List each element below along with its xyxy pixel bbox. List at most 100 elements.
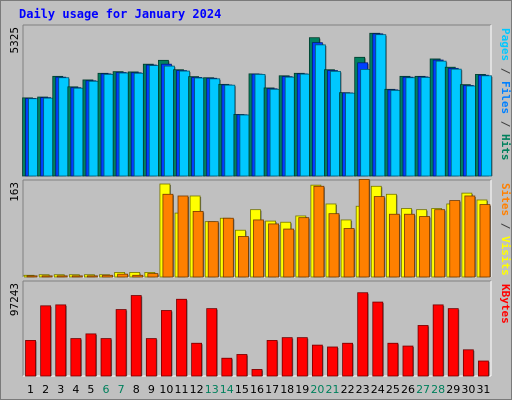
bar-pages-day-18 xyxy=(284,76,296,177)
bar-kbytes-day-17 xyxy=(266,340,278,377)
x-tick-label-day-10: 10 xyxy=(159,383,173,396)
series-label-part: / xyxy=(499,61,512,81)
bar-kbytes-day-10 xyxy=(161,310,172,377)
bar-kbytes-day-4 xyxy=(70,338,82,377)
bar-kbytes-day-31 xyxy=(478,360,489,377)
bar-pages-day-25 xyxy=(390,90,402,177)
series-label-kbytes: KBytes xyxy=(499,284,512,324)
bar-sites-day-4 xyxy=(71,275,83,278)
bar-sites-day-5 xyxy=(87,275,98,278)
bar-sites-day-18 xyxy=(283,228,295,278)
bar-sites-day-20 xyxy=(313,185,325,278)
bar-pages-day-29 xyxy=(450,68,462,177)
series-label-requests: Pages / Files / Hits xyxy=(499,28,512,161)
bar-pages-day-15 xyxy=(239,114,251,177)
x-tick-label-day-17: 17 xyxy=(265,383,279,396)
series-label-part: Visits xyxy=(499,236,512,276)
bar-pages-day-20 xyxy=(314,44,326,177)
bar-pages-day-10 xyxy=(164,65,175,177)
y-max-label-kbytes: 97243 xyxy=(8,283,21,316)
bar-pages-day-31 xyxy=(481,75,492,177)
x-tick-label-day-8: 8 xyxy=(133,383,140,396)
bar-sites-day-21 xyxy=(328,213,340,278)
bar-pages-day-1 xyxy=(28,98,39,177)
bar-pages-day-27 xyxy=(420,77,432,177)
bar-pages-day-5 xyxy=(88,80,100,177)
bar-kbytes-day-15 xyxy=(236,354,248,377)
x-tick-label-day-26: 26 xyxy=(401,383,415,396)
bar-sites-day-15 xyxy=(238,236,249,278)
bar-sites-day-27 xyxy=(419,216,430,278)
bar-pages-day-24 xyxy=(375,34,387,177)
x-tick-label-day-14: 14 xyxy=(220,383,234,396)
bar-pages-day-14 xyxy=(224,84,236,177)
x-tick-label-day-13: 13 xyxy=(205,383,219,396)
bar-pages-day-9 xyxy=(148,65,160,177)
bar-pages-day-17 xyxy=(269,88,281,177)
bar-sites-day-9 xyxy=(147,273,159,278)
x-tick-label-day-15: 15 xyxy=(235,383,249,396)
x-tick-label-day-21: 21 xyxy=(325,383,339,396)
bar-sites-day-10 xyxy=(162,193,174,278)
bar-pages-day-28 xyxy=(435,60,447,177)
bar-pages-day-7 xyxy=(118,72,130,177)
bar-kbytes-day-13 xyxy=(206,308,218,377)
series-label-part: Sites xyxy=(499,183,512,216)
x-tick-label-day-3: 3 xyxy=(57,383,64,396)
bar-kbytes-day-21 xyxy=(327,346,338,377)
series-label-part: Files xyxy=(499,81,512,114)
bar-kbytes-day-8 xyxy=(130,295,142,377)
x-tick-label-day-19: 19 xyxy=(295,383,309,396)
bar-pages-day-6 xyxy=(103,74,115,177)
bar-kbytes-day-30 xyxy=(462,349,474,377)
bar-kbytes-day-5 xyxy=(85,333,97,377)
bar-sites-day-19 xyxy=(298,217,310,278)
bar-kbytes-day-29 xyxy=(447,308,459,377)
series-label-part: KBytes xyxy=(499,284,512,324)
x-tick-label-day-28: 28 xyxy=(431,383,445,396)
x-tick-label-day-2: 2 xyxy=(42,383,49,396)
bar-kbytes-day-19 xyxy=(296,337,308,377)
y-max-label-visits: 163 xyxy=(8,182,21,202)
bar-sites-day-11 xyxy=(177,195,189,278)
bar-pages-day-11 xyxy=(179,70,190,177)
series-label-part: Hits xyxy=(499,134,512,161)
bar-sites-day-26 xyxy=(404,213,415,278)
bar-sites-day-30 xyxy=(464,195,476,278)
bar-sites-day-25 xyxy=(388,213,400,278)
bar-sites-day-12 xyxy=(192,210,204,278)
x-tick-label-day-6: 6 xyxy=(103,383,110,396)
x-tick-label-day-23: 23 xyxy=(356,383,370,396)
bar-sites-day-17 xyxy=(268,223,279,278)
bar-pages-day-12 xyxy=(194,77,206,177)
bar-kbytes-day-11 xyxy=(176,298,187,377)
bar-kbytes-day-25 xyxy=(387,342,399,377)
bar-kbytes-day-2 xyxy=(40,305,52,377)
series-label-part: Pages xyxy=(499,28,512,61)
chart-title: Daily usage for January 2024 xyxy=(19,7,222,21)
bar-pages-day-16 xyxy=(254,74,266,177)
bar-kbytes-day-3 xyxy=(55,304,67,377)
bar-sites-day-3 xyxy=(56,275,68,278)
bar-pages-day-21 xyxy=(330,70,341,177)
bar-pages-day-2 xyxy=(43,97,55,177)
bar-kbytes-day-26 xyxy=(402,345,414,377)
x-tick-label-day-31: 31 xyxy=(476,383,490,396)
x-tick-label-day-27: 27 xyxy=(416,383,430,396)
bar-pages-day-3 xyxy=(58,77,70,177)
bar-kbytes-day-22 xyxy=(342,342,353,377)
x-tick-label-day-1: 1 xyxy=(27,383,34,396)
bar-sites-day-23 xyxy=(358,179,370,278)
bar-pages-day-13 xyxy=(209,78,221,177)
x-tick-label-day-16: 16 xyxy=(250,383,264,396)
x-tick-label-day-25: 25 xyxy=(386,383,400,396)
bar-sites-day-24 xyxy=(373,196,385,278)
y-max-label-requests: 5325 xyxy=(8,27,21,54)
series-label-part: / xyxy=(499,114,512,134)
bar-kbytes-day-1 xyxy=(25,340,36,377)
bar-sites-day-28 xyxy=(434,209,446,278)
bar-sites-day-8 xyxy=(132,274,144,278)
bar-kbytes-day-6 xyxy=(100,338,112,377)
x-tick-label-day-29: 29 xyxy=(446,383,460,396)
